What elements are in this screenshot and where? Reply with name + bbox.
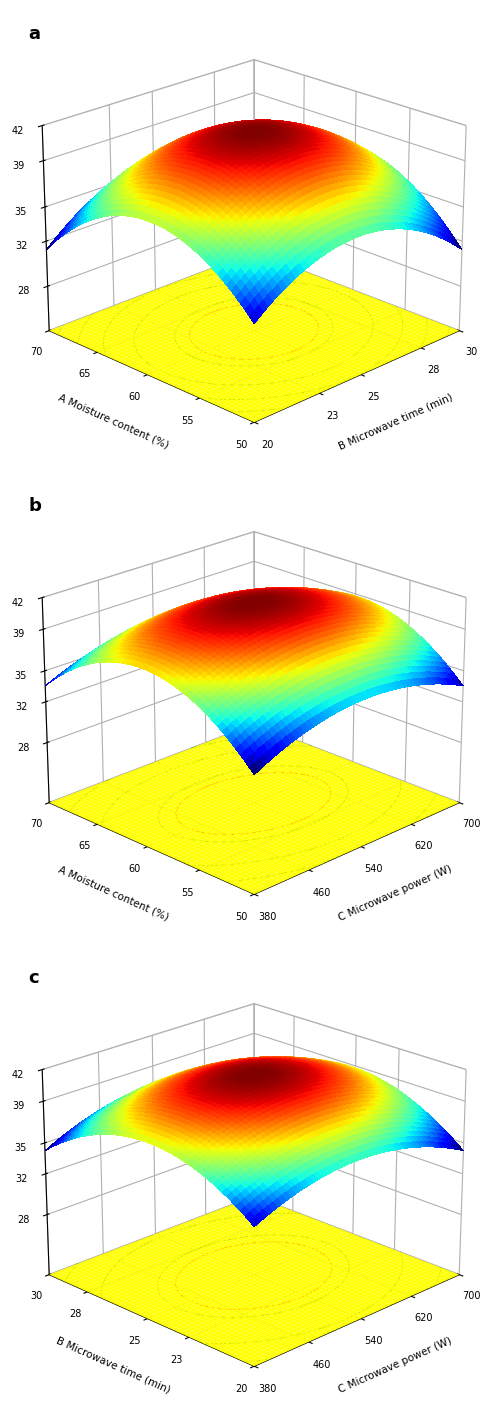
Text: b: b xyxy=(28,497,41,515)
Text: a: a xyxy=(28,25,40,44)
X-axis label: C Microwave power (W): C Microwave power (W) xyxy=(337,864,453,923)
Y-axis label: A Moisture content (%): A Moisture content (%) xyxy=(57,865,170,922)
Text: c: c xyxy=(28,970,39,987)
X-axis label: C Microwave power (W): C Microwave power (W) xyxy=(337,1335,453,1395)
Y-axis label: A Moisture content (%): A Moisture content (%) xyxy=(57,392,170,450)
Y-axis label: B Microwave time (min): B Microwave time (min) xyxy=(55,1335,172,1395)
X-axis label: B Microwave time (min): B Microwave time (min) xyxy=(337,392,454,452)
